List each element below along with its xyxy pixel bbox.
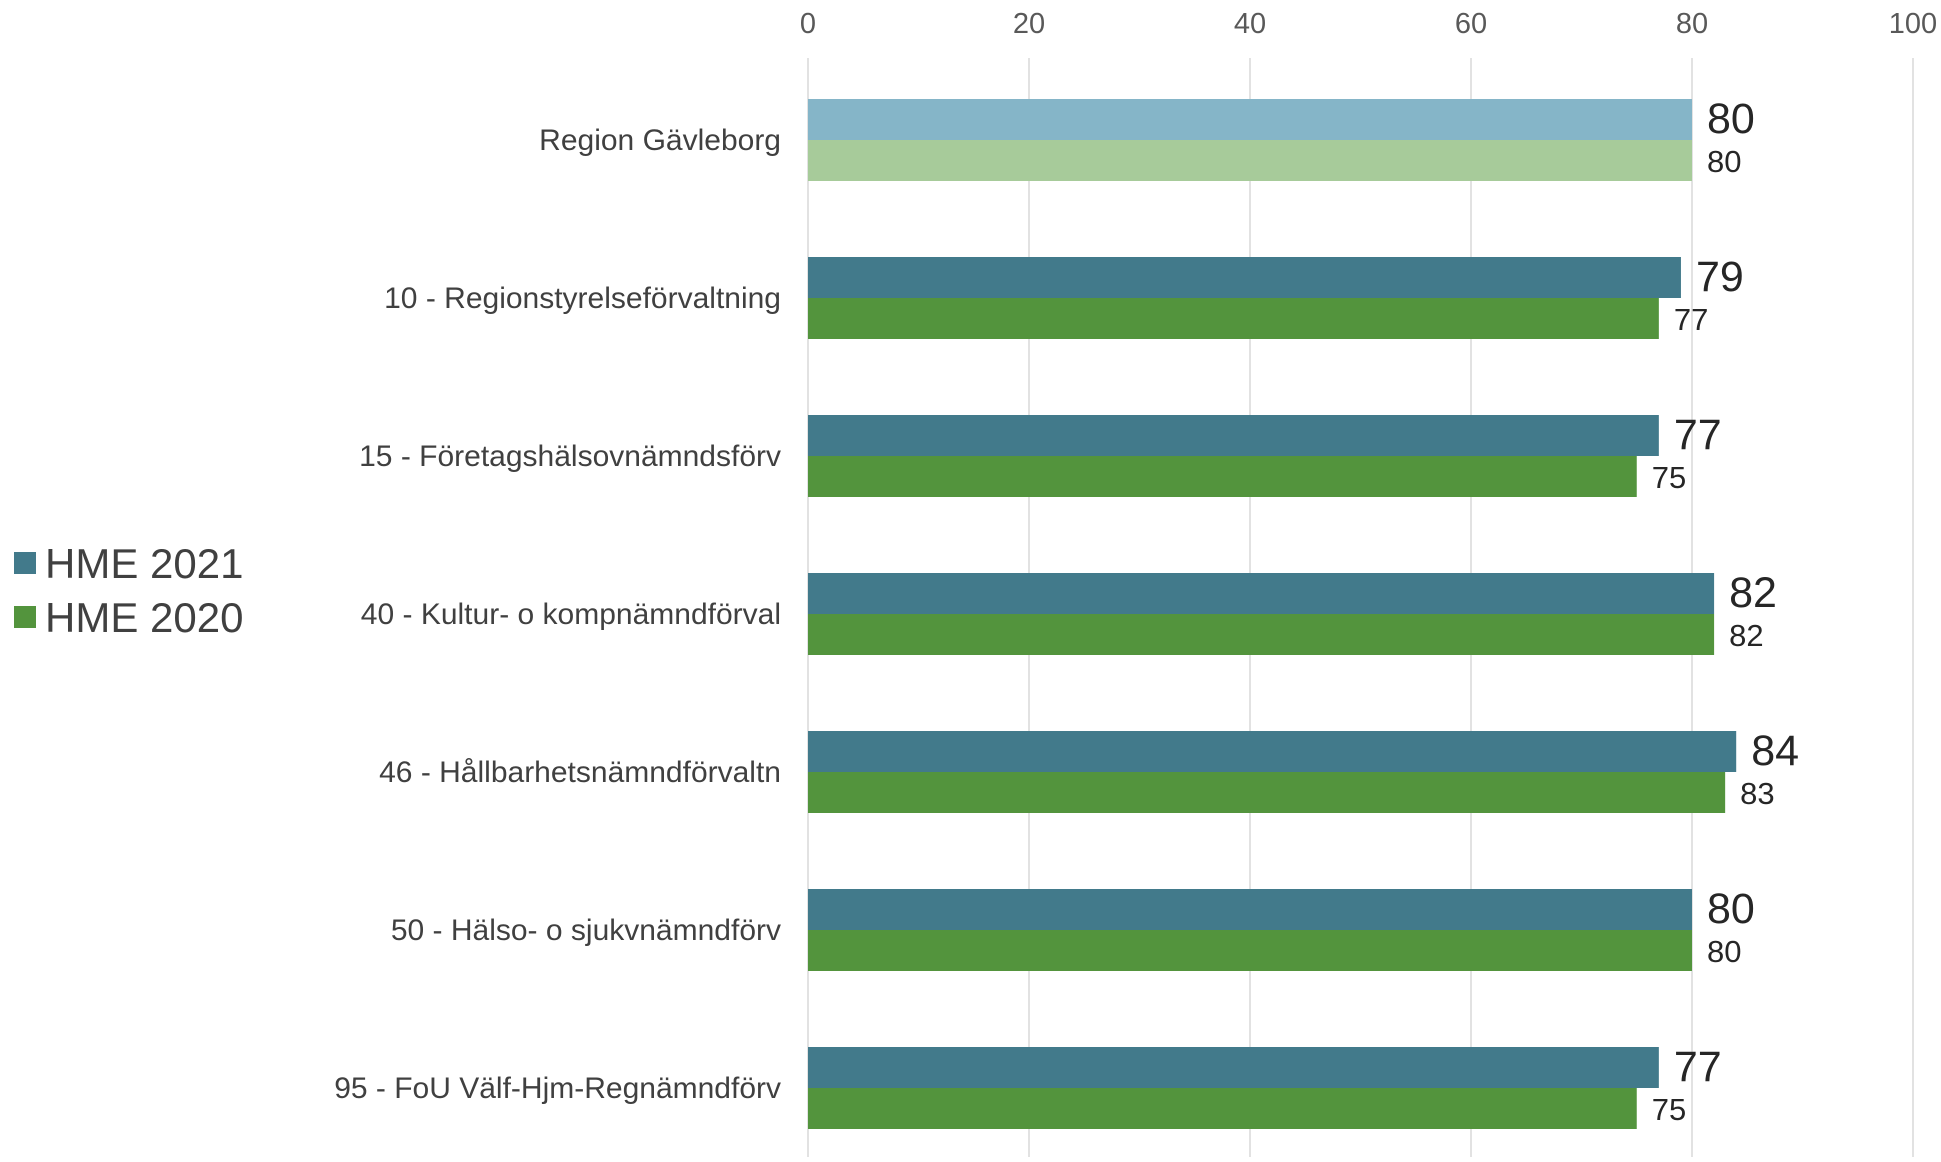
x-tick-label: 0 [800,8,816,40]
category-label: 40 - Kultur- o kompnämndförval [361,598,781,631]
bar-hme-2021 [808,731,1737,772]
bar-hme-2021 [808,257,1681,298]
bar-hme-2021 [808,573,1715,614]
bar-hme-2021 [808,415,1659,456]
x-tick-label: 20 [1013,8,1045,40]
data-label-hme-2020: 80 [1707,934,1741,969]
bar-hme-2020 [808,140,1692,181]
bar-hme-2021 [808,889,1692,930]
x-tick-label: 60 [1455,8,1487,40]
data-label-hme-2020: 77 [1674,302,1708,337]
data-label-hme-2021: 80 [1707,95,1755,143]
x-tick-label: 40 [1234,8,1266,40]
legend-swatch [14,606,36,628]
legend-swatch [14,552,36,574]
data-label-hme-2020: 75 [1652,1092,1686,1127]
category-label: Region Gävleborg [539,124,781,157]
legend-label: HME 2021 [45,540,243,587]
x-axis-ticks: 0 20 40 60 80 100 [800,8,1937,40]
bar-hme-2021 [808,99,1692,140]
data-label-hme-2020: 80 [1707,144,1741,179]
bar-hme-2020 [808,298,1659,339]
bar-hme-2020 [808,614,1715,655]
data-label-hme-2021: 80 [1707,885,1755,933]
data-label-hme-2020: 82 [1729,618,1763,653]
x-tick-label: 100 [1889,8,1937,40]
data-label-hme-2021: 82 [1729,569,1777,617]
category-label: 46 - Hållbarhetsnämndförvaltn [379,756,781,789]
category-label: 15 - Företagshälsovnämndsförv [359,440,781,473]
data-label-hme-2020: 75 [1652,460,1686,495]
data-label-hme-2021: 77 [1674,411,1722,459]
category-label: 95 - FoU Välf-Hjm-Regnämndförv [334,1072,781,1105]
bar-hme-2020 [808,772,1726,813]
bar-hme-2020 [808,930,1692,971]
category-label: 10 - Regionstyrelseförvaltning [384,282,781,315]
bars [808,99,1737,1129]
category-labels: Region Gävleborg 10 - Regionstyrelseförva… [334,124,781,1105]
data-label-hme-2021: 79 [1696,253,1744,301]
bar-hme-2020 [808,1088,1637,1129]
bar-hme-2021 [808,1047,1659,1088]
x-tick-label: 80 [1676,8,1708,40]
bar-hme-2020 [808,456,1637,497]
data-label-hme-2020: 83 [1740,776,1774,811]
data-label-hme-2021: 77 [1674,1043,1722,1091]
data-label-hme-2021: 84 [1751,727,1799,775]
legend: HME 2021 HME 2020 [14,540,243,641]
category-label: 50 - Hälso- o sjukvnämndförv [391,914,781,947]
legend-label: HME 2020 [45,594,243,641]
